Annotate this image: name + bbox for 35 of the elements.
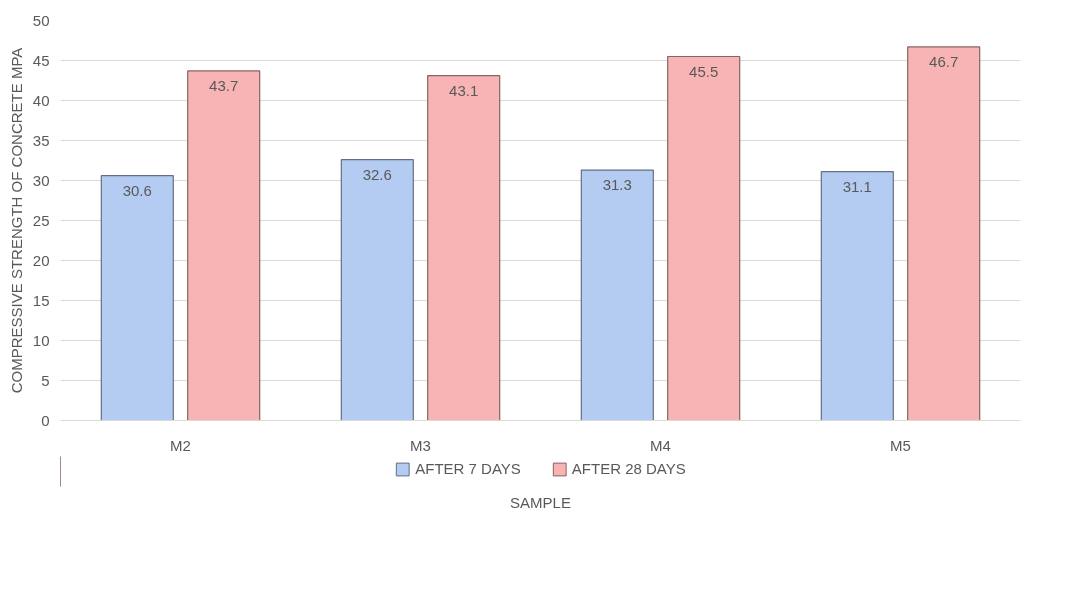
bar — [187, 70, 261, 421]
data-label: 32.6 — [362, 165, 392, 183]
x-tick-label: M5 — [890, 436, 911, 454]
y-tick-label: 30 — [32, 171, 50, 189]
y-tick-label: 15 — [32, 291, 50, 309]
y-tick-label: 50 — [32, 11, 50, 29]
bar — [820, 171, 894, 421]
y-tick-label: 40 — [32, 91, 50, 109]
data-label: 31.3 — [602, 176, 632, 194]
bar — [100, 175, 174, 421]
y-tick-label: 25 — [32, 211, 50, 229]
bar — [580, 169, 654, 421]
data-label: 30.6 — [122, 181, 152, 199]
x-tick-label: M2 — [170, 436, 191, 454]
data-label: 43.7 — [209, 76, 239, 94]
bar — [340, 159, 414, 421]
data-label: 45.5 — [689, 62, 719, 80]
y-tick-label: 35 — [32, 131, 50, 149]
y-tick-label: 45 — [32, 51, 50, 69]
x-tick-label: M3 — [410, 436, 431, 454]
data-label: 46.7 — [929, 52, 959, 70]
legend-label: AFTER 28 DAYS — [571, 460, 686, 477]
bar — [667, 55, 741, 421]
bar — [427, 75, 501, 421]
data-label: 31.1 — [842, 177, 872, 195]
legend-label: AFTER 7 DAYS — [415, 460, 521, 477]
x-tick-label: M4 — [650, 436, 671, 454]
y-tick-label: 20 — [32, 251, 50, 269]
y-axis-title: COMPRESSIVE STRENGTH OF CONCRETE MPA — [7, 47, 25, 394]
y-tick-label: 10 — [32, 331, 50, 349]
y-tick-label: 5 — [41, 371, 50, 389]
x-axis-title: SAMPLE — [510, 493, 571, 511]
bar — [907, 46, 981, 421]
data-label: 43.1 — [449, 81, 479, 99]
y-tick-label: 0 — [41, 411, 50, 429]
